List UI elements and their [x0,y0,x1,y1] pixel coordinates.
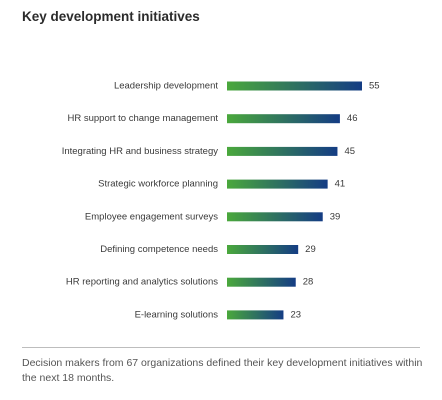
bar [227,81,362,91]
value-label: 29 [305,244,316,255]
value-label: 46 [347,113,358,124]
footnote: Decision makers from 67 organizations de… [22,357,423,384]
bars-layer: Leadership development 55 HR support to ch… [62,81,380,321]
value-label: 55 [369,81,380,92]
category-label: HR support to change management [67,113,218,124]
category-label: Defining competence needs [100,244,218,255]
bar [227,245,299,254]
category-label: E-learning solutions [135,309,219,320]
footnote-divider [22,347,420,348]
value-label: 41 [335,179,346,190]
value-label: 23 [290,309,301,320]
bar [227,310,284,320]
category-label: Strategic workforce planning [98,179,218,190]
value-label: 28 [303,277,314,288]
bar [227,179,328,189]
value-label: 45 [344,146,355,157]
category-label: Integrating HR and business strategy [62,146,219,157]
category-label: HR reporting and analytics solutions [66,277,218,288]
bar [227,146,338,156]
bar-chart: Leadership development 55 HR support to ch… [62,81,380,321]
bar [227,277,296,287]
category-label: Leadership development [114,81,218,92]
bar [227,114,340,124]
category-label: Employee engagement surveys [85,211,218,222]
chart-title: Key development initiatives [22,9,200,24]
value-label: 39 [330,211,341,222]
bar [227,212,323,222]
